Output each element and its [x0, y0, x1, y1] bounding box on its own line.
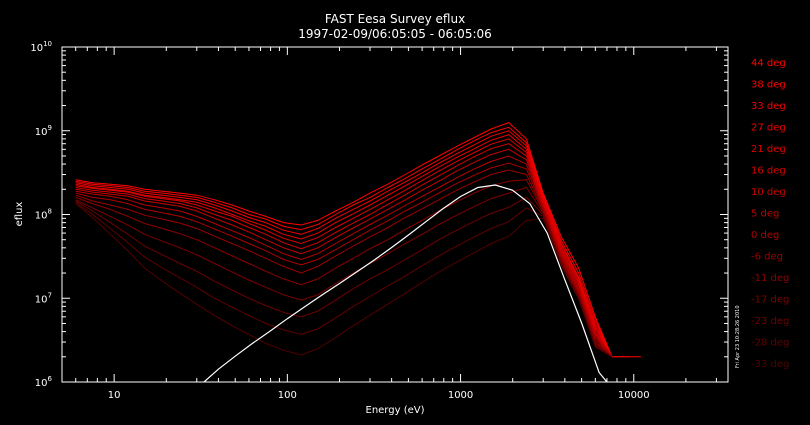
y-tick-exponent: 9 — [48, 124, 52, 132]
series-line-8 — [75, 162, 613, 358]
y-tick-base: 10 — [35, 211, 48, 222]
series-line-10 — [75, 179, 613, 358]
series-line-0 — [75, 122, 641, 358]
y-tick-base: 10 — [35, 378, 48, 389]
y-tick-label: 108 — [35, 208, 52, 222]
legend-item: 16 deg — [751, 166, 786, 177]
y-tick-label: 109 — [35, 124, 52, 138]
y-tick-exponent: 10 — [43, 40, 52, 48]
y-axis-label: eflux — [14, 202, 25, 227]
x-tick-label: 100 — [278, 390, 297, 401]
plot-frame — [61, 46, 729, 383]
y-tick-label: 107 — [35, 291, 52, 305]
series-line-1 — [75, 126, 630, 358]
y-tick-base: 10 — [30, 43, 43, 54]
x-axis-label: Energy (eV) — [366, 405, 425, 416]
legend-item: 5 deg — [751, 209, 779, 220]
legend-item: 44 deg — [751, 58, 786, 69]
x-tick-label: 1000 — [448, 390, 473, 401]
series-line-6 — [75, 148, 613, 358]
y-tick-exponent: 7 — [48, 291, 52, 299]
timestamp-stamp: Fri Apr 23 10:28:26 2010 — [735, 305, 741, 368]
series-line-13 — [75, 201, 613, 358]
series-line-14 — [75, 203, 613, 358]
series-line-2 — [75, 130, 613, 358]
y-tick-label: 1010 — [30, 40, 52, 54]
y-tick-exponent: 6 — [48, 375, 53, 383]
legend-item: 33 deg — [751, 101, 786, 112]
x-tick-label: 10 — [108, 390, 121, 401]
y-tick-exponent: 8 — [48, 208, 52, 216]
legend-item: -11 deg — [751, 273, 789, 284]
series-line-9 — [75, 169, 613, 358]
legend-item: 0 deg — [751, 230, 779, 241]
series-line-3 — [75, 134, 613, 358]
legend-item: -28 deg — [751, 338, 789, 349]
chart-subtitle: 1997-02-09/06:05:05 - 06:05:06 — [298, 27, 492, 41]
series-line-4 — [75, 138, 613, 358]
fit-curve — [203, 184, 608, 383]
y-tick-base: 10 — [35, 294, 48, 305]
y-tick-label: 106 — [35, 375, 53, 389]
series-line-11 — [75, 186, 613, 358]
legend-item: 21 deg — [751, 144, 786, 155]
x-tick-label: 10000 — [618, 390, 650, 401]
fit-layer — [203, 184, 608, 383]
legend-item: -6 deg — [751, 252, 783, 263]
legend-item: 10 deg — [751, 187, 786, 198]
series-line-5 — [75, 143, 613, 358]
legend-item: -17 deg — [751, 295, 789, 306]
series-layer — [75, 122, 641, 358]
chart-title: FAST Eesa Survey eflux — [325, 12, 465, 26]
series-line-7 — [75, 155, 613, 358]
legend-item: 38 deg — [751, 80, 786, 91]
y-tick-base: 10 — [35, 127, 48, 138]
legend-item: -23 deg — [751, 316, 789, 327]
legend-item: 27 deg — [751, 123, 786, 134]
legend-item: -33 deg — [751, 359, 789, 370]
legend: 44 deg 38 deg 33 deg 27 deg 21 deg 16 deg 10 d… — [751, 58, 789, 370]
